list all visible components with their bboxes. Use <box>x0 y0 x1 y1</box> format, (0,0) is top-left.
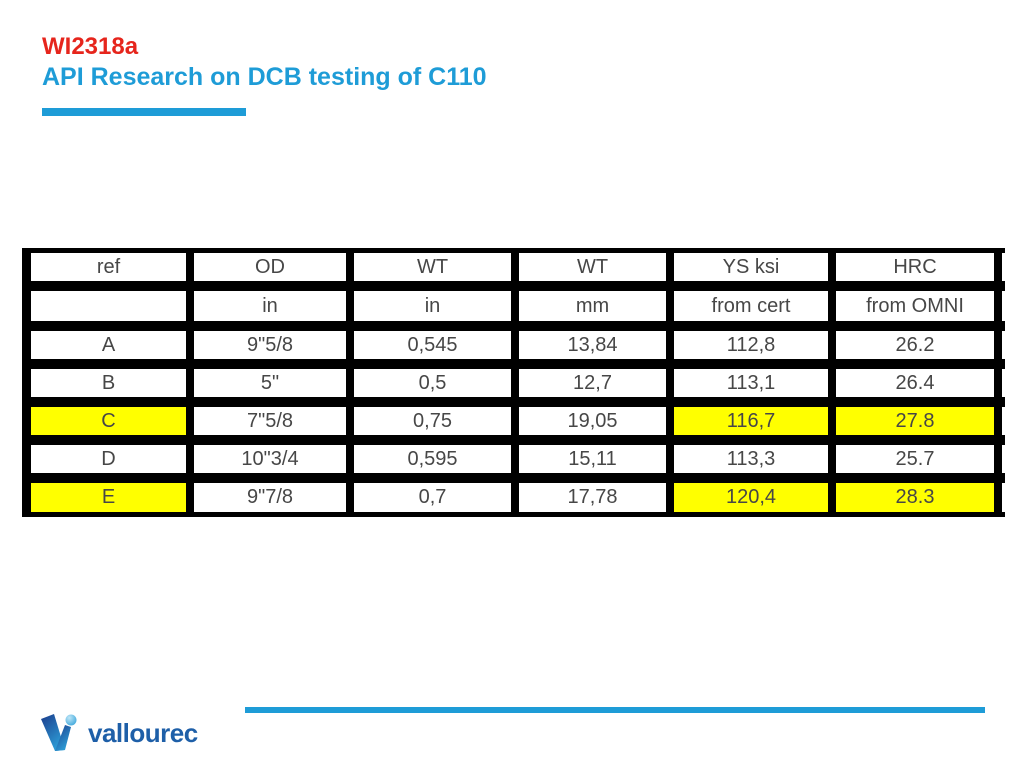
table-cell: 26.2 <box>832 331 998 359</box>
table-cell: from cert <box>670 291 832 321</box>
table-cell: OD <box>190 253 350 281</box>
table-cell <box>27 291 190 321</box>
table-row: D 10"3/4 0,595 15,11 113,3 25.7 <box>22 440 1005 478</box>
table-cell: 116,7 <box>670 407 832 435</box>
slide-title: API Research on DCB testing of C110 <box>42 63 487 91</box>
table-cell: WT <box>515 253 670 281</box>
table-cell: B <box>27 369 190 397</box>
table-cell: 28.3 <box>832 483 998 512</box>
table-cell: 0,545 <box>350 331 515 359</box>
table-cell: D <box>27 445 190 473</box>
title-underline <box>42 108 246 116</box>
table-cell: 15,11 <box>515 445 670 473</box>
table-cell: 113,1 <box>670 369 832 397</box>
table-cell-clipped <box>998 331 1005 359</box>
table-cell: 0,595 <box>350 445 515 473</box>
table-cell: 112,8 <box>670 331 832 359</box>
table-row: in in mm from cert from OMNI <box>22 286 1005 326</box>
table-cell: 120,4 <box>670 483 832 512</box>
data-table: ref OD WT WT YS ksi HRC in in mm from cert from OM… <box>22 248 1005 517</box>
footer-divider-line <box>245 707 985 713</box>
table-cell: 12,7 <box>515 369 670 397</box>
table-cell: mm <box>515 291 670 321</box>
table-cell-clipped <box>998 369 1005 397</box>
vallourec-v-icon <box>41 714 77 751</box>
table-cell: 0,5 <box>350 369 515 397</box>
table-cell: 9"5/8 <box>190 331 350 359</box>
table-cell-clipped <box>998 445 1005 473</box>
table-cell: 5" <box>190 369 350 397</box>
table-cell: 113,3 <box>670 445 832 473</box>
table-cell: HRC <box>832 253 998 281</box>
table-cell-clipped <box>998 253 1005 281</box>
table-cell: in <box>350 291 515 321</box>
table-cell: 26.4 <box>832 369 998 397</box>
table-row: ref OD WT WT YS ksi HRC <box>22 248 1005 286</box>
slide-title-code: WI2318a <box>42 33 139 60</box>
table-cell: 0,75 <box>350 407 515 435</box>
table-cell: 25.7 <box>832 445 998 473</box>
vallourec-logo: vallourec <box>40 710 198 754</box>
table-cell: 9"7/8 <box>190 483 350 512</box>
table-row: E 9"7/8 0,7 17,78 120,4 28.3 <box>22 478 1005 517</box>
table-cell-clipped <box>998 407 1005 435</box>
table-cell: from OMNI <box>832 291 998 321</box>
table-cell: 13,84 <box>515 331 670 359</box>
table-cell: 0,7 <box>350 483 515 512</box>
table-cell: C <box>27 407 190 435</box>
table-cell: 19,05 <box>515 407 670 435</box>
table-cell: ref <box>27 253 190 281</box>
table-cell: in <box>190 291 350 321</box>
table-cell: 7"5/8 <box>190 407 350 435</box>
table-cell: E <box>27 483 190 512</box>
table-row: B 5" 0,5 12,7 113,1 26.4 <box>22 364 1005 402</box>
table-cell: A <box>27 331 190 359</box>
table-row: C 7"5/8 0,75 19,05 116,7 27.8 <box>22 402 1005 440</box>
table-cell-clipped <box>998 291 1005 321</box>
table-cell: YS ksi <box>670 253 832 281</box>
table-cell: 10"3/4 <box>190 445 350 473</box>
logo-wordmark: vallourec <box>88 717 198 748</box>
table-cell-clipped <box>998 483 1005 512</box>
table-cell: 27.8 <box>832 407 998 435</box>
table-cell: 17,78 <box>515 483 670 512</box>
table-row: A 9"5/8 0,545 13,84 112,8 26.2 <box>22 326 1005 364</box>
table-cell: WT <box>350 253 515 281</box>
